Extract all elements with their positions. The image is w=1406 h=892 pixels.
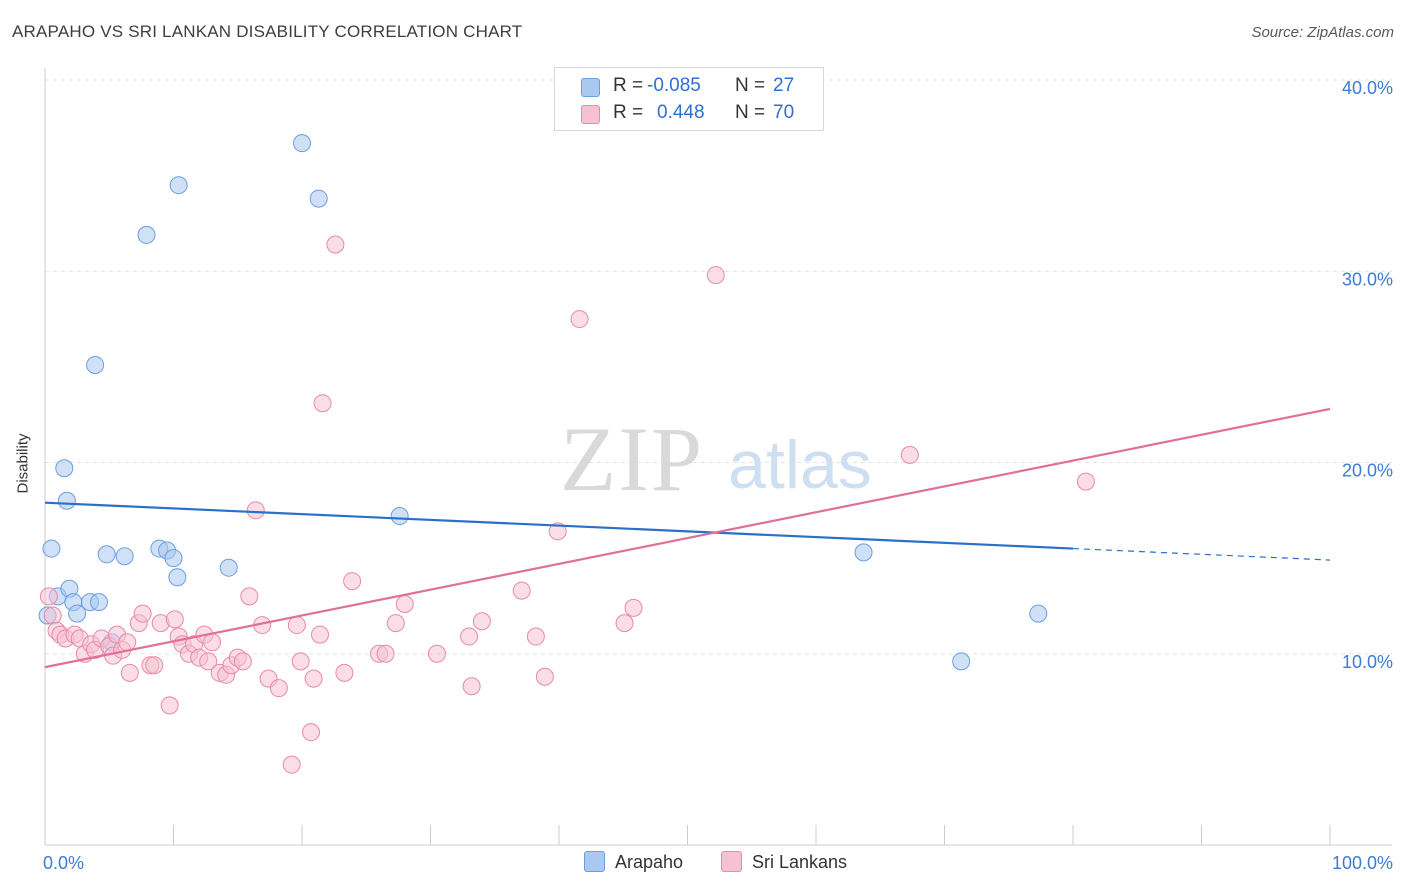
sri-lankans-point (535, 667, 554, 686)
sri-lankans-point (615, 614, 634, 633)
sri-lankans-point (395, 595, 414, 614)
trend-lines (44, 407, 1331, 669)
sri-lankans-point (246, 501, 265, 520)
sri-lankans-point (472, 612, 491, 631)
sri-lankans-point (335, 663, 354, 682)
r-value: 0.448 (657, 102, 705, 123)
r-label: R = (613, 102, 644, 123)
stats-row-arapaho: R = -0.085 N = 27 (555, 73, 823, 99)
arapaho-point (952, 652, 971, 671)
sri-lankans-point (313, 394, 332, 413)
sri-lankans-point (343, 572, 362, 591)
arapaho-point (55, 459, 74, 478)
arapaho-point (42, 539, 61, 558)
sri-lankans-point (570, 310, 589, 329)
arapaho-point (97, 545, 116, 564)
sri-lankans-point (133, 604, 152, 623)
axes (44, 68, 1392, 846)
x-tick-label: 100.0% (1332, 853, 1393, 873)
sri-lankans-point (145, 656, 164, 675)
sri-lankans-point (460, 627, 479, 646)
sri-lankans-point (326, 235, 345, 254)
arapaho-point (309, 189, 328, 208)
arapaho-point (115, 547, 134, 566)
sri-lankans-point (233, 652, 252, 671)
gridlines (45, 79, 1392, 655)
sri-lankans-point (1076, 472, 1095, 491)
arapaho-point (168, 568, 187, 587)
r-label: R = (613, 75, 644, 96)
sri-lankans-point (43, 606, 62, 625)
chart-title: ARAPAHO VS SRI LANKAN DISABILITY CORRELA… (12, 22, 523, 41)
x-tick-label: 0.0% (43, 853, 84, 873)
sri-lankans-point (548, 522, 567, 541)
sri-lankans-point (118, 633, 137, 652)
sri-lankans-point (282, 755, 301, 774)
sri-lankans-point (287, 616, 306, 635)
sri-lankans-point (462, 677, 481, 696)
stats-box: R = -0.085 N = 27 R = 0.448 N = 70 (554, 67, 824, 131)
arapaho-point (1029, 604, 1048, 623)
n-label: N = (735, 102, 766, 123)
y-tick-label: 20.0% (1342, 461, 1393, 481)
legend-swatch-sri-lankans (721, 851, 742, 872)
sri-lankans-point (160, 696, 179, 715)
arapaho-point (219, 558, 238, 577)
arapaho-trend-line (44, 501, 1074, 550)
sri-lankans-point (240, 587, 259, 606)
sri-lankans-point (165, 610, 184, 629)
arapaho-point (86, 355, 105, 374)
watermark-atlas: atlas (728, 427, 872, 503)
y-tick-label: 40.0% (1342, 78, 1393, 98)
n-label: N = (735, 75, 766, 96)
arapaho-swatch (581, 78, 600, 97)
legend-item-sri-lankans: Sri Lankans (721, 851, 847, 873)
sri-lankans-point (203, 633, 222, 652)
legend-swatch-arapaho (584, 851, 605, 872)
sri-lankans-point (376, 644, 395, 663)
sri-lankans-trend-line (44, 407, 1331, 669)
sri-lankans-point (269, 679, 288, 698)
sri-lankans-swatch (581, 105, 600, 124)
sri-lankans-point (512, 581, 531, 600)
n-value: 27 (773, 75, 795, 96)
stats-row-sri-lankans: R = 0.448 N = 70 (555, 100, 823, 126)
sri-lankans-point (386, 614, 405, 633)
arapaho-point (390, 507, 409, 526)
legend-label-sri-lankans: Sri Lankans (752, 852, 848, 872)
arapaho-point (137, 225, 156, 244)
n-value: 70 (773, 102, 795, 123)
legend-item-arapaho: Arapaho (584, 851, 683, 873)
sri-lankans-point (120, 663, 139, 682)
arapaho-point (89, 593, 108, 612)
sri-lankans-point (301, 723, 320, 742)
sri-lankans-point (39, 587, 58, 606)
legend-label-arapaho: Arapaho (615, 852, 684, 872)
watermark-zip: ZIP (560, 408, 704, 510)
y-tick-label: 30.0% (1342, 269, 1393, 289)
sri-lankans-point (526, 627, 545, 646)
arapaho-trend-line-extension (1072, 547, 1331, 561)
arapaho-point (169, 176, 188, 195)
sri-lankans-point (199, 652, 218, 671)
arapaho-point (854, 543, 873, 562)
tick-labels: 10.0% 20.0% 30.0% 40.0% 0.0% 100.0% (43, 78, 1393, 873)
sri-lankans-point (291, 652, 310, 671)
y-tick-label: 10.0% (1342, 652, 1393, 672)
sri-lankans-point (706, 266, 725, 285)
source-label: Source: ZipAtlas.com (1251, 24, 1394, 41)
arapaho-point (57, 491, 76, 510)
arapaho-point (164, 549, 183, 568)
sri-lankans-point (427, 644, 446, 663)
arapaho-point (293, 134, 311, 153)
sri-lankans-point (304, 669, 323, 688)
arapaho-point (68, 604, 87, 623)
sri-lankans-point (900, 445, 919, 464)
r-value: -0.085 (647, 75, 701, 96)
sri-lankans-point (624, 598, 643, 617)
sri-lankans-point (310, 625, 329, 644)
